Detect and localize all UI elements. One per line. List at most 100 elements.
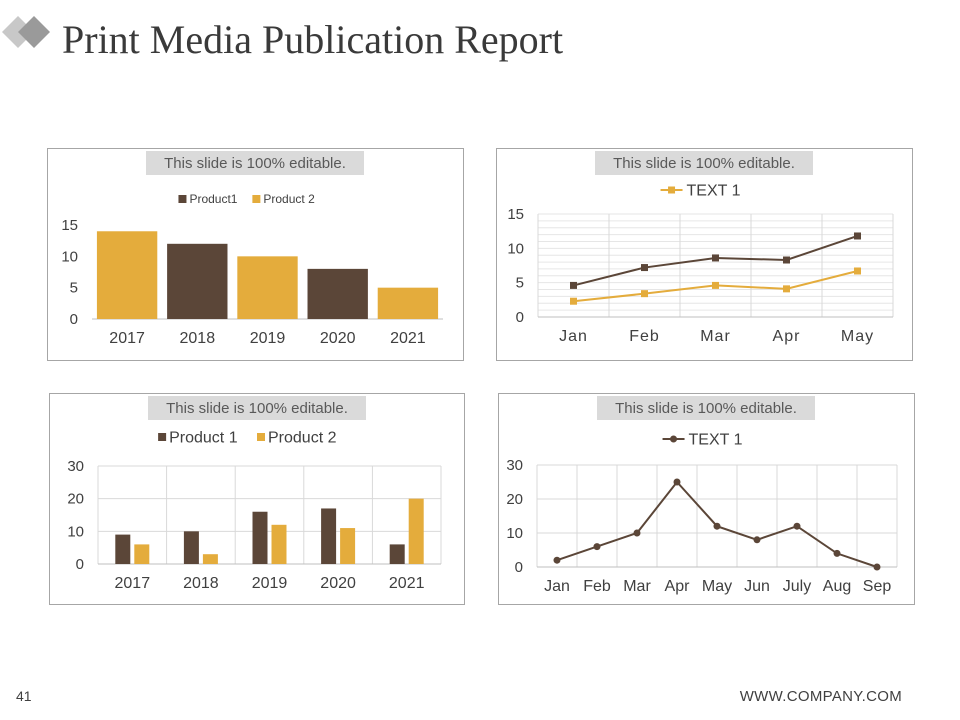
x-tick-label: 2017 [115,575,151,592]
bar [96,231,158,319]
data-point [793,522,801,530]
x-tick-label: Feb [629,328,660,345]
y-tick-label: 20 [506,491,523,508]
data-point [673,478,681,486]
legend-swatch [257,433,265,441]
chart-svg: This slide is 100% editable. TEXT 1 0 10 20 3… [506,396,898,595]
x-tick-label: Apr [773,328,801,345]
data-point [633,529,641,537]
chart-svg: This slide is 100% editable. Product 1 Pro… [67,396,442,592]
y-tick-label: 10 [61,248,78,265]
chart-panel-3: This slide is 100% editable. Product 1 Pro… [49,393,465,605]
bar [271,524,287,564]
data-point [713,522,721,530]
y-tick-label: 10 [506,525,523,542]
website-url: WWW.COMPANY.COM [739,688,902,705]
y-tick-label: 10 [507,240,524,257]
editable-badge-text: This slide is 100% editable. [615,400,797,417]
bar [115,534,131,564]
x-tick-label: May [702,578,732,595]
x-tick-label: 2020 [320,330,356,347]
x-tick-label: 2021 [390,330,426,347]
data-point [854,267,861,275]
data-point [641,264,648,272]
editable-badge-text: This slide is 100% editable. [164,155,346,172]
chart-svg: This slide is 100% editable. Product1 Prod… [61,151,443,347]
chart-panel-1: This slide is 100% editable. Product1 Prod… [47,148,464,361]
x-tick-label: July [783,578,811,595]
bar [237,256,298,319]
editable-badge [146,151,364,175]
legend-label: TEXT 1 [689,432,743,449]
legend-marker-icon [670,435,678,443]
page-number: 41 [16,688,32,704]
y-tick-label: 5 [70,280,78,297]
bar [389,544,405,564]
chart-svg: This slide is 100% editable. TEXT 1 0 5 10 15… [507,151,894,345]
bar [377,287,439,319]
editable-badge [595,151,813,175]
y-tick-label: 5 [516,275,524,292]
x-tick-label: Jan [559,328,588,345]
y-tick-label: 0 [515,559,523,576]
x-tick-label: 2020 [320,575,356,592]
x-tick-label: Mar [700,328,731,345]
x-tick-label: 2021 [389,575,425,592]
data-point [873,563,881,571]
x-tick-label: Feb [583,578,611,595]
bar [321,508,337,564]
bar [202,554,218,564]
bar [408,498,424,564]
x-tick-label: 2018 [180,330,216,347]
legend-swatch [252,195,261,203]
bar [183,531,199,564]
y-tick-label: 30 [67,458,84,475]
data-point [712,254,719,262]
legend-label: Product 2 [268,430,337,447]
x-tick-label: Jun [744,578,770,595]
legend-marker-icon [668,186,676,194]
page-title: Print Media Publication Report [62,17,564,62]
legend-label: Product 2 [263,192,315,206]
legend-swatch [158,433,167,441]
x-tick-label: 2019 [250,330,286,347]
x-tick-label: Sep [863,578,892,595]
bar [307,268,368,319]
x-tick-label: 2019 [252,575,288,592]
data-point [854,232,861,240]
editable-badge [597,396,815,420]
x-tick-label: 2017 [109,330,145,347]
x-tick-label: Apr [665,578,691,595]
editable-badge-text: This slide is 100% editable. [613,155,795,172]
data-point [570,281,577,289]
y-tick-label: 15 [61,217,78,234]
legend-label: Product1 [189,192,237,206]
bar [134,544,150,564]
y-tick-label: 0 [76,556,84,573]
legend-label: Product 1 [169,430,238,447]
chart-panel-2: This slide is 100% editable. TEXT 1 0 5 10 15… [496,148,913,361]
y-tick-label: 0 [516,309,524,326]
x-tick-label: Aug [823,578,851,595]
data-point [641,290,648,298]
x-tick-label: May [841,328,874,345]
x-tick-label: Mar [623,578,651,595]
y-tick-label: 0 [70,311,78,328]
chart-panel-4: This slide is 100% editable. TEXT 1 0 10 20 3… [498,393,915,605]
legend-label: TEXT 1 [687,183,741,200]
editable-badge-text: This slide is 100% editable. [166,400,348,417]
data-point [783,285,790,293]
y-tick-label: 10 [67,523,84,540]
y-tick-label: 15 [507,206,524,223]
title-diamond-icon [2,16,50,48]
editable-badge [148,396,366,420]
data-point [833,549,841,557]
data-point [553,556,561,564]
y-tick-label: 30 [506,457,523,474]
data-point [712,281,719,289]
x-tick-label: 2018 [183,575,219,592]
data-point [783,256,790,264]
bar [252,511,268,564]
bar [340,528,356,564]
bar [167,243,228,319]
